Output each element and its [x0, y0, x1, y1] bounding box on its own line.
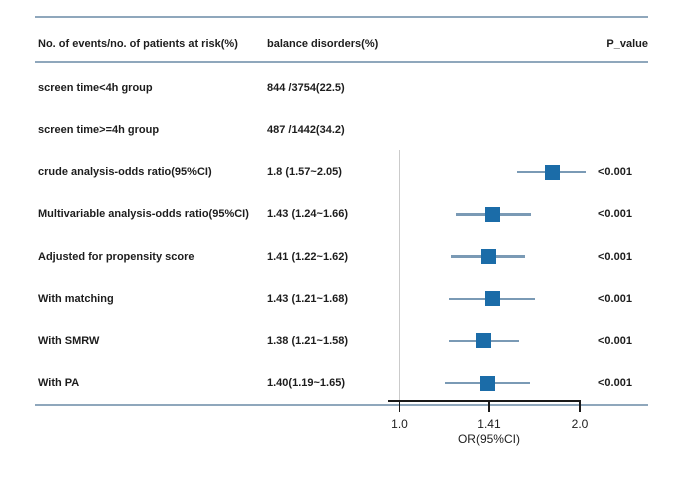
- x-axis-title: OR(95%CI): [457, 432, 520, 446]
- or-marker: [479, 375, 495, 391]
- row-value: 1.41 (1.22~1.62): [267, 250, 349, 263]
- row-label: With SMRW: [38, 334, 100, 347]
- reference-line: [398, 150, 401, 402]
- or-marker: [485, 291, 501, 307]
- row-value: 1.43 (1.21~1.68): [267, 292, 349, 305]
- p-value: <0.001: [598, 250, 632, 263]
- x-axis-tick-mark: [579, 401, 581, 412]
- row-label: Adjusted for propensity score: [38, 250, 195, 263]
- row-label: screen time>=4h group: [38, 124, 160, 137]
- column-header-events: No. of events/no. of patients at risk(%): [38, 38, 238, 50]
- bottom-rule: [35, 404, 648, 406]
- p-value: <0.001: [598, 377, 632, 390]
- row-value: 487 /1442(34.2): [267, 124, 345, 137]
- row-value: 1.8 (1.57~2.05): [267, 166, 342, 179]
- x-axis-tick-label: 1.0: [391, 417, 408, 431]
- x-axis-tick-mark: [488, 401, 490, 412]
- row-label: crude analysis-odds ratio(95%CI): [38, 166, 212, 179]
- column-header-pvalue: P_value: [606, 38, 648, 50]
- row-value: 1.43 (1.24~1.66): [267, 208, 349, 221]
- row-label: With PA: [38, 377, 80, 390]
- row-value: 844 /3754(22.5): [267, 82, 345, 94]
- or-marker: [481, 249, 497, 265]
- column-header-outcome: balance disorders(%): [267, 38, 379, 50]
- x-axis-line: [388, 400, 581, 402]
- row-label: Multivariable analysis-odds ratio(95%CI): [38, 208, 249, 221]
- row-value: 1.38 (1.21~1.58): [267, 334, 349, 347]
- row-value: 1.40(1.19~1.65): [267, 377, 345, 390]
- x-axis-tick-label: 1.41: [477, 417, 501, 431]
- or-marker: [485, 206, 501, 222]
- row-label: screen time<4h group: [38, 82, 153, 94]
- x-axis-tick-label: 2.0: [571, 417, 589, 431]
- row-label: With matching: [38, 292, 114, 305]
- p-value: <0.001: [598, 166, 632, 179]
- p-value: <0.001: [598, 334, 632, 347]
- top-rule: [35, 16, 648, 18]
- p-value: <0.001: [598, 292, 632, 305]
- or-marker: [545, 164, 561, 180]
- header-separator-rule: [35, 61, 648, 63]
- p-value: <0.001: [598, 208, 632, 221]
- x-axis-tick-mark: [398, 401, 401, 412]
- or-marker: [475, 333, 491, 349]
